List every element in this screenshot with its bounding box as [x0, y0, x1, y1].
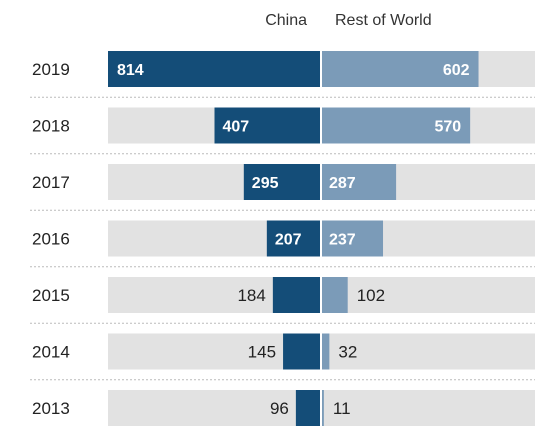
data-label-china: 295 — [252, 175, 279, 192]
bar-rest-of-world — [321, 107, 471, 144]
data-label-china: 145 — [248, 343, 276, 362]
bar-china — [295, 390, 321, 426]
category-label: 2017 — [32, 173, 70, 192]
bar-rest-of-world — [321, 164, 397, 200]
bar-china — [266, 220, 321, 257]
data-label-rest-of-world: 32 — [338, 343, 357, 362]
bar-rest-of-world — [321, 51, 479, 87]
data-label-china: 207 — [275, 232, 302, 249]
data-label-rest-of-world: 287 — [329, 175, 356, 192]
bar-china — [243, 164, 321, 200]
bar-china — [108, 51, 321, 87]
data-label-rest-of-world: 102 — [357, 286, 385, 305]
data-label-rest-of-world: 237 — [329, 232, 356, 249]
data-label-china: 184 — [237, 286, 265, 305]
bar-china — [283, 333, 321, 370]
category-label: 2013 — [32, 399, 70, 418]
data-label-china: 407 — [223, 119, 250, 136]
bar-rest-of-world — [321, 333, 330, 370]
bar-china — [214, 107, 321, 144]
legend-label-china: China — [265, 12, 307, 29]
category-label: 2015 — [32, 286, 70, 305]
data-label-rest-of-world: 570 — [434, 119, 461, 136]
category-label: 2019 — [32, 60, 70, 79]
data-label-china: 814 — [117, 62, 144, 79]
data-label-china: 96 — [270, 399, 289, 418]
data-label-rest-of-world: 11 — [333, 399, 351, 418]
bar-rest-of-world — [321, 390, 324, 426]
data-label-rest-of-world: 602 — [443, 62, 470, 79]
category-label: 2018 — [32, 117, 70, 136]
category-label: 2016 — [32, 230, 70, 249]
bar-rest-of-world — [321, 277, 348, 313]
category-label: 2014 — [32, 343, 70, 362]
bar-china — [272, 277, 321, 313]
bar-rest-of-world — [321, 220, 384, 257]
legend-label-rest-of-world: Rest of World — [335, 12, 432, 29]
